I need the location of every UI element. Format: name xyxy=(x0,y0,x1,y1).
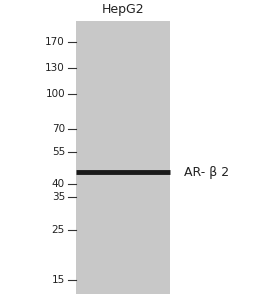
Bar xyxy=(76,0,171,294)
Text: 40: 40 xyxy=(52,179,65,189)
Text: HepG2: HepG2 xyxy=(102,2,144,16)
Text: 15: 15 xyxy=(52,275,65,285)
Text: 100: 100 xyxy=(45,89,65,99)
Text: 55: 55 xyxy=(52,148,65,158)
Text: 170: 170 xyxy=(45,37,65,47)
Text: 25: 25 xyxy=(52,225,65,235)
Text: AR- β 2: AR- β 2 xyxy=(184,166,229,179)
Text: 130: 130 xyxy=(45,63,65,73)
Text: 70: 70 xyxy=(52,124,65,134)
Text: 35: 35 xyxy=(52,192,65,202)
